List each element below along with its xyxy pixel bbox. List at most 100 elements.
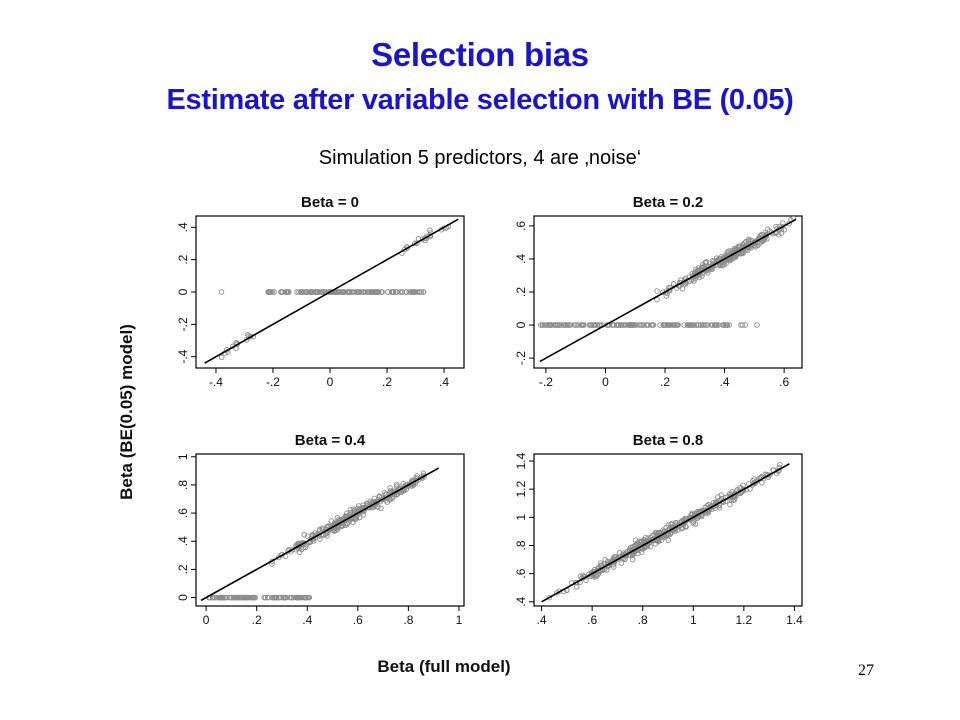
- x-tick-label-0-4: .4: [439, 375, 449, 389]
- data-point: [718, 492, 724, 498]
- data-point: [316, 289, 322, 295]
- data-point: [626, 322, 632, 328]
- data-point: [619, 322, 625, 328]
- data-point: [639, 546, 646, 552]
- data-point: [566, 322, 572, 328]
- data-point: [704, 503, 710, 509]
- y-tick-label-3-5: 1.4: [514, 452, 528, 469]
- data-point: [360, 289, 367, 295]
- y-tick-label-2-1: .2: [176, 564, 190, 574]
- data-point: [721, 261, 727, 267]
- y-tick-label-2-2: .4: [176, 536, 190, 546]
- slide-title: Selection bias: [371, 36, 589, 73]
- x-tick-label-2-3: .6: [353, 613, 363, 627]
- data-point: [690, 322, 697, 328]
- data-point: [759, 480, 765, 486]
- data-point: [327, 289, 333, 295]
- data-point: [663, 293, 670, 299]
- data-point: [629, 322, 636, 328]
- data-point: [352, 507, 358, 514]
- data-point: [681, 322, 687, 328]
- slide-subtitle: Estimate after variable selection with B…: [166, 84, 794, 116]
- data-point: [296, 289, 302, 295]
- x-tick-label-1-0: -.2: [539, 375, 553, 389]
- data-point: [248, 594, 255, 601]
- data-point: [554, 322, 561, 328]
- x-tick-label-2-4: .8: [403, 613, 413, 627]
- data-point: [759, 238, 765, 245]
- data-point: [220, 594, 226, 601]
- data-point: [417, 289, 423, 295]
- data-point: [302, 544, 309, 551]
- data-point: [720, 498, 726, 504]
- y-tick-label-3-0: .4: [514, 596, 528, 606]
- y-tick-label-0-4: .4: [176, 222, 190, 232]
- data-point: [622, 556, 628, 563]
- data-point: [276, 594, 282, 601]
- data-point: [611, 322, 617, 328]
- data-point: [636, 322, 643, 328]
- scatter-panel-1: Beta = 0.2 -.2 0 .2 .4 .6 -.2 0 .2 .4 .6: [514, 194, 803, 389]
- data-point: [245, 594, 251, 601]
- data-point: [655, 537, 661, 544]
- data-point: [697, 269, 704, 276]
- data-point: [728, 497, 735, 503]
- data-point: [392, 289, 399, 295]
- x-tick-label-2-5: 1: [456, 613, 463, 627]
- data-point: [758, 231, 765, 238]
- data-point: [695, 322, 702, 328]
- data-point: [313, 289, 320, 295]
- data-point: [294, 594, 300, 601]
- data-point: [335, 289, 342, 295]
- data-point: [591, 322, 597, 328]
- data-point: [234, 594, 241, 601]
- x-tick-label-3-4: 1.2: [736, 613, 753, 627]
- points-1: [538, 215, 797, 328]
- data-point: [670, 322, 676, 328]
- data-point: [374, 289, 380, 295]
- data-point: [378, 505, 384, 512]
- data-point: [680, 525, 686, 531]
- y-tick-label-1-1: 0: [514, 321, 528, 328]
- data-point: [637, 539, 644, 545]
- data-point: [242, 594, 248, 601]
- data-point: [649, 532, 655, 539]
- data-point: [265, 594, 271, 601]
- data-point: [643, 322, 650, 328]
- y-tick-label-1-3: .4: [514, 254, 528, 264]
- x-tick-label-3-0: .4: [537, 613, 547, 627]
- data-point: [597, 560, 604, 566]
- data-point: [747, 486, 753, 492]
- data-point: [209, 594, 216, 601]
- y-tick-label-2-5: 1: [176, 453, 190, 460]
- data-point: [385, 289, 391, 295]
- data-point: [693, 322, 700, 328]
- data-point: [709, 262, 715, 269]
- y-tick-label-2-3: .6: [176, 508, 190, 518]
- plot-frame-3: [533, 453, 803, 607]
- panel-title-2: Beta = 0.4: [295, 432, 366, 449]
- data-point: [711, 322, 718, 328]
- data-point: [269, 289, 275, 295]
- y-tick-label-0-3: .2: [176, 254, 190, 264]
- data-point: [318, 289, 325, 295]
- data-point: [682, 519, 688, 525]
- data-point: [317, 526, 323, 533]
- data-point: [324, 533, 330, 539]
- data-point: [592, 322, 599, 328]
- x-tick-label-2-1: .2: [252, 613, 262, 627]
- x-tick-label-3-2: .8: [638, 613, 648, 627]
- data-point: [663, 288, 670, 294]
- data-point: [411, 289, 418, 295]
- data-point: [355, 289, 361, 295]
- data-point: [754, 322, 760, 328]
- data-point: [780, 220, 786, 226]
- data-point: [218, 289, 225, 295]
- data-point: [404, 245, 411, 251]
- data-point: [303, 594, 310, 601]
- data-point: [704, 322, 711, 328]
- data-point: [614, 322, 620, 328]
- data-point: [672, 322, 679, 328]
- data-point: [650, 322, 657, 328]
- x-tick-label-3-3: 1: [690, 613, 697, 627]
